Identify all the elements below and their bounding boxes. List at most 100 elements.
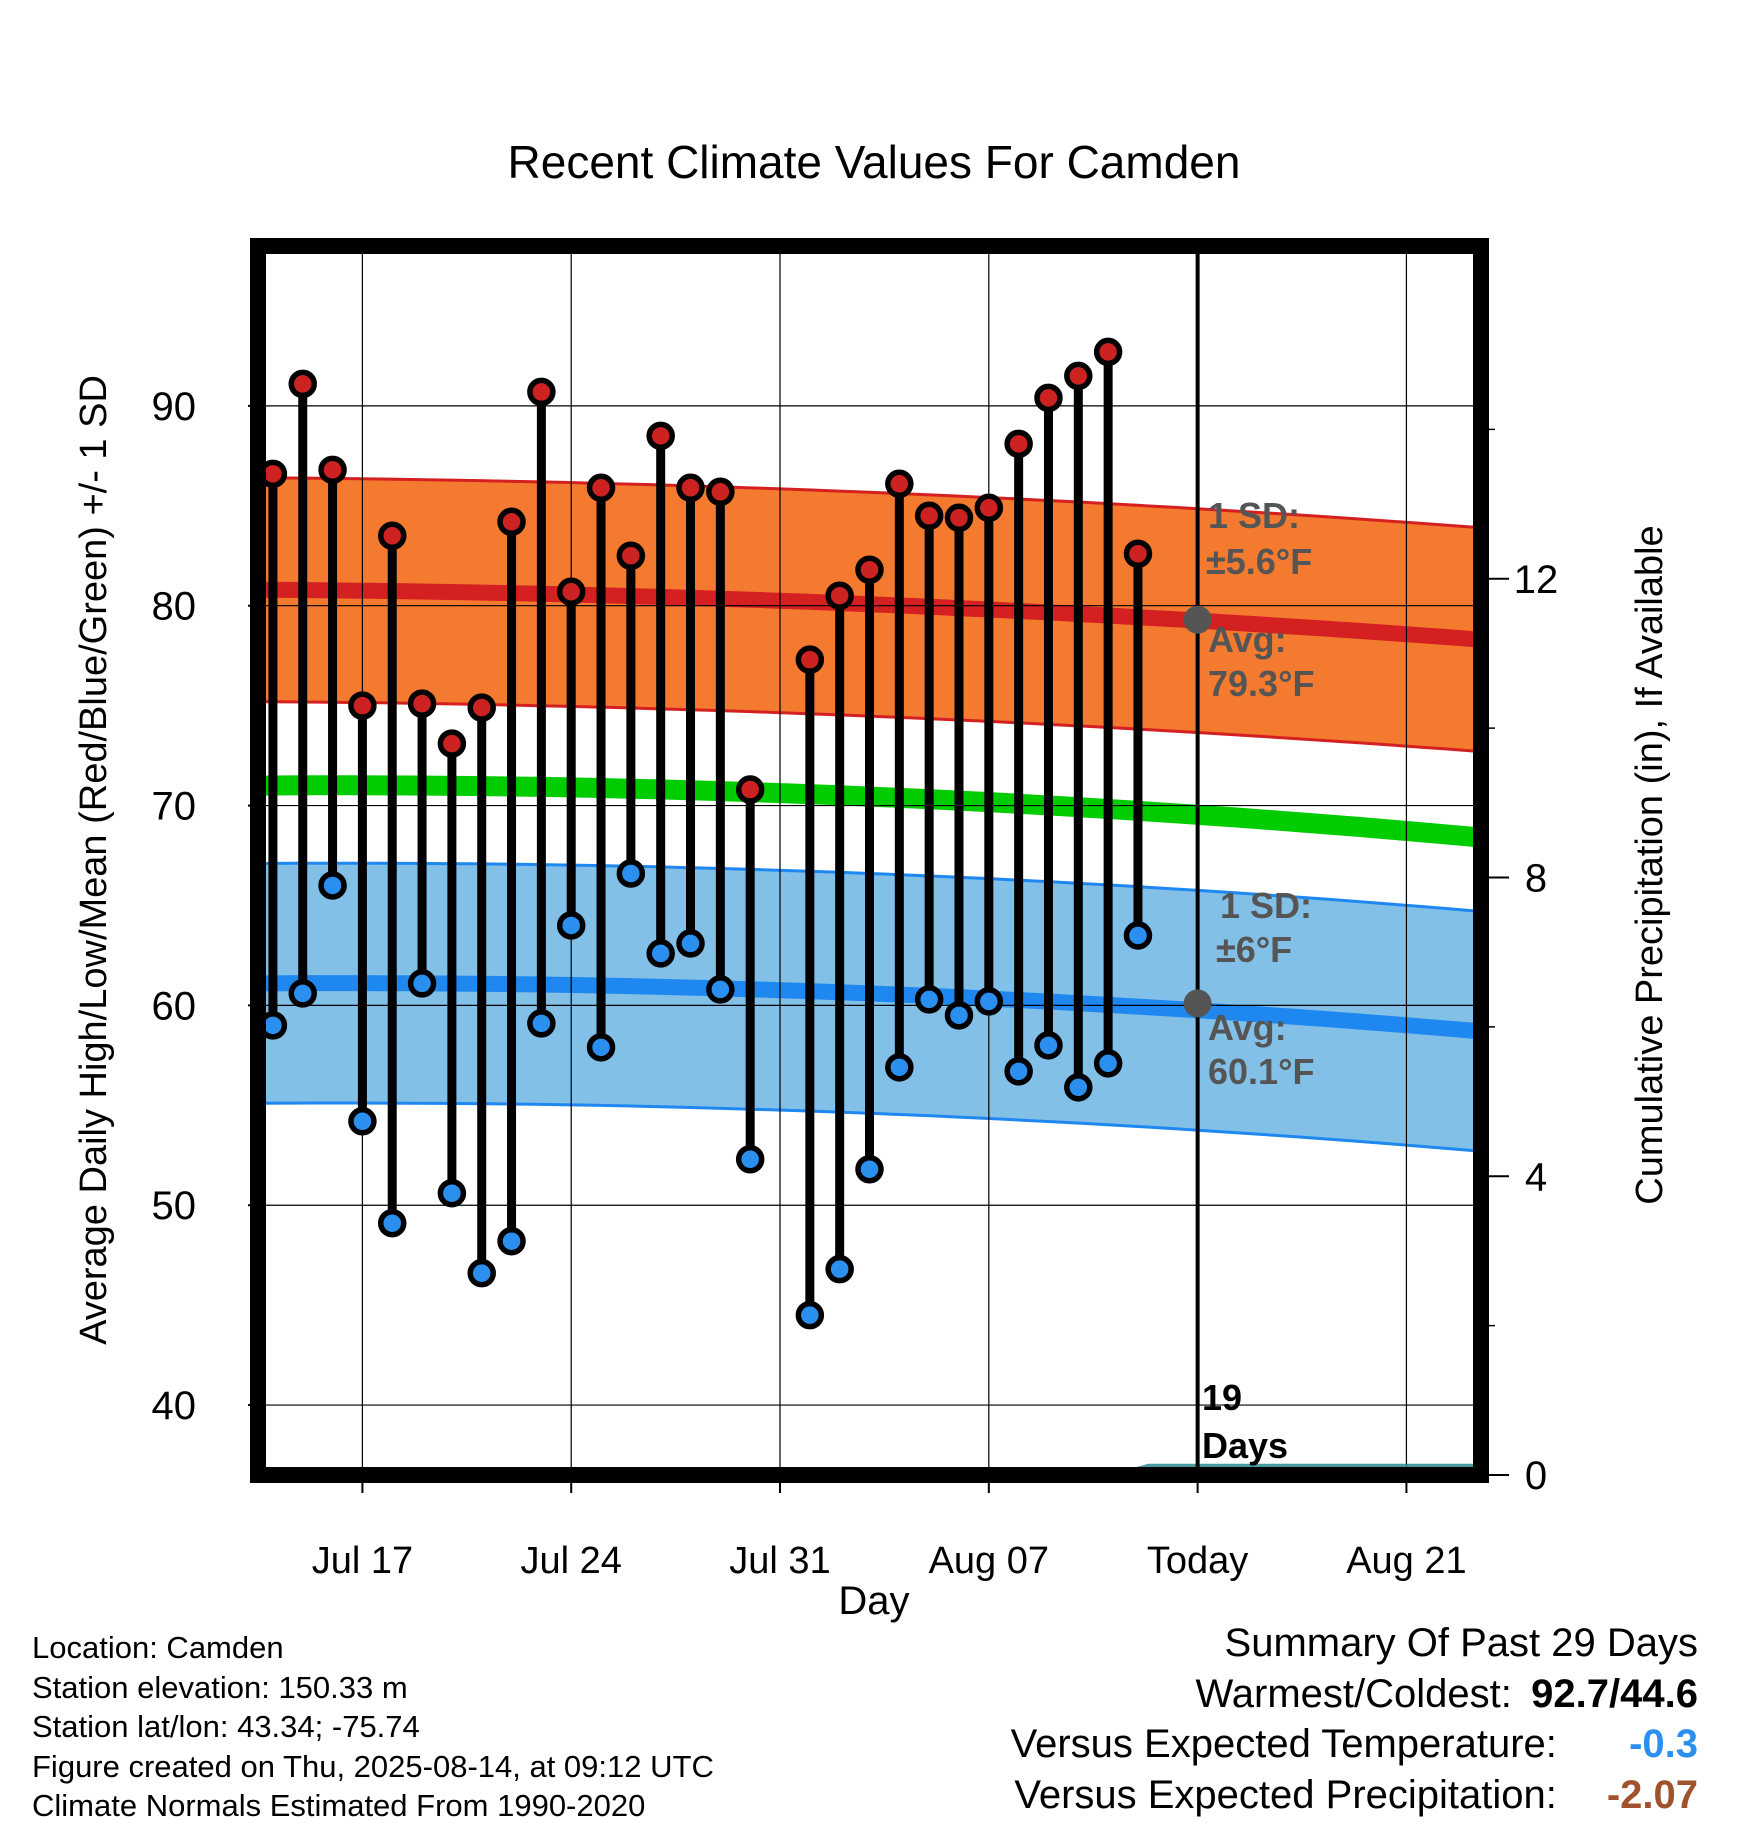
x-tick-label: Today xyxy=(1147,1540,1248,1582)
low-point xyxy=(616,859,646,888)
y2-tick-label: 8 xyxy=(1525,857,1547,901)
high-point xyxy=(407,689,437,718)
low-point xyxy=(377,1208,407,1238)
warm-value: 92.7/44.6 xyxy=(1531,1671,1698,1716)
high-avg-label: Avg: xyxy=(1208,619,1287,660)
high-point xyxy=(437,729,467,758)
low-avg-label: Avg: xyxy=(1208,1007,1287,1048)
high-point xyxy=(1004,429,1033,459)
station-info: Location: Camden Station elevation: 150.… xyxy=(32,1628,714,1826)
low-point xyxy=(885,1053,914,1082)
low-point xyxy=(437,1178,467,1208)
summary-temp-row: Versus Expected Temperature: -0.3 xyxy=(1011,1719,1698,1770)
prec-value: -2.07 xyxy=(1606,1772,1698,1817)
days-word: Days xyxy=(1202,1425,1288,1466)
warm-label: Warmest/Coldest: xyxy=(1195,1671,1512,1716)
y-tick-label: 60 xyxy=(152,984,197,1028)
high-sd-value: ±5.6°F xyxy=(1206,541,1312,582)
high-point xyxy=(1034,383,1063,413)
y-tick-label: 50 xyxy=(152,1184,197,1228)
low-point xyxy=(974,987,1004,1016)
low-sd-label: 1 SD: xyxy=(1220,885,1312,926)
low-point xyxy=(676,929,705,958)
high-point xyxy=(348,691,377,720)
normals-text: Climate Normals Estimated From 1990-2020 xyxy=(32,1788,646,1823)
x-tick-label: Jul 31 xyxy=(729,1540,830,1582)
high-point xyxy=(586,473,616,503)
low-avg-value: 60.1°F xyxy=(1208,1051,1314,1092)
low-point xyxy=(348,1107,377,1136)
today-low-avg-dot xyxy=(1183,989,1212,1018)
today-high-avg-dot xyxy=(1183,605,1212,634)
elevation-text: Station elevation: 150.33 m xyxy=(32,1669,408,1705)
summary-heading: Summary Of Past 29 Days xyxy=(1224,1621,1698,1665)
high-point xyxy=(318,455,347,485)
low-point xyxy=(795,1300,825,1330)
low-point xyxy=(825,1254,854,1284)
high-point xyxy=(377,521,407,551)
plot-frame xyxy=(250,238,1489,1483)
high-point xyxy=(885,469,914,499)
low-point xyxy=(407,969,437,998)
high-sd-upper-line xyxy=(257,476,1482,530)
high-point xyxy=(1123,539,1153,568)
x-tick-label: Aug 07 xyxy=(929,1540,1049,1582)
high-point xyxy=(974,493,1004,523)
high-point xyxy=(676,473,705,503)
low-point xyxy=(497,1226,526,1256)
high-point xyxy=(706,477,735,507)
daily-points xyxy=(258,337,1153,1330)
high-point xyxy=(288,369,317,399)
low-point xyxy=(556,911,586,940)
prec-label: Versus Expected Precipitation: xyxy=(1014,1772,1557,1817)
y-tick-label: 40 xyxy=(152,1384,197,1428)
high-point xyxy=(556,577,586,606)
low-sd-value: ±6°F xyxy=(1216,929,1292,970)
high-point xyxy=(795,645,825,674)
low-point xyxy=(944,1001,974,1030)
y-tick-label: 70 xyxy=(152,785,197,829)
low-point xyxy=(706,975,735,1004)
high-point xyxy=(1064,361,1093,391)
high-avg-value: 79.3°F xyxy=(1208,663,1314,704)
low-point xyxy=(1093,1049,1123,1078)
days-count: 19 xyxy=(1202,1377,1242,1418)
high-point xyxy=(527,377,556,407)
low-point xyxy=(646,939,675,968)
temp-value: -0.3 xyxy=(1629,1722,1698,1766)
latlon-text: Station lat/lon: 43.34; -75.74 xyxy=(32,1709,420,1744)
high-point xyxy=(944,503,974,533)
climate-chart: Recent Climate Values For Camden 1 SD: ±5… xyxy=(73,136,1671,1623)
axes: 40 50 60 70 80 90 0 4 8 12 Jul 17 Jul 24 Jul 31 Aug 0… xyxy=(73,305,1671,1623)
y-axis-label: Average Daily High/Low/Mean (Red/Blue/Gr… xyxy=(73,375,115,1345)
low-point xyxy=(735,1145,765,1174)
y2-axis-label: Cumulative Precipitation (in), If Availa… xyxy=(1629,525,1671,1204)
x-tick-label: Jul 17 xyxy=(312,1540,413,1582)
low-point xyxy=(288,979,317,1008)
high-point xyxy=(855,555,884,584)
low-point xyxy=(467,1258,496,1288)
high-point xyxy=(825,581,854,610)
high-point xyxy=(646,421,675,451)
summary-panel: Summary Of Past 29 Days Warmest/Coldest:… xyxy=(1011,1618,1698,1820)
y-tick-label: 90 xyxy=(152,385,197,429)
low-point xyxy=(1064,1073,1093,1102)
x-tick-label: Aug 21 xyxy=(1346,1540,1466,1582)
y-tick-label: 80 xyxy=(152,585,197,629)
temp-label: Versus Expected Temperature: xyxy=(1010,1722,1557,1766)
high-point xyxy=(735,775,765,804)
x-axis-label: Day xyxy=(838,1579,909,1623)
low-point xyxy=(1123,921,1153,950)
high-point xyxy=(616,541,646,570)
summary-warm-row: Warmest/Coldest: 92.7/44.6 xyxy=(1011,1669,1699,1720)
low-point xyxy=(586,1033,616,1062)
x-tick-label: Jul 24 xyxy=(521,1540,622,1582)
frame-border xyxy=(250,238,1489,1483)
low-point xyxy=(1034,1031,1063,1060)
low-point xyxy=(855,1154,884,1184)
high-point xyxy=(1093,337,1123,367)
daily-range-stems xyxy=(268,351,1143,1316)
y2-tick-label: 12 xyxy=(1514,558,1559,602)
low-point xyxy=(914,985,944,1014)
y2-tick-label: 0 xyxy=(1525,1454,1547,1498)
